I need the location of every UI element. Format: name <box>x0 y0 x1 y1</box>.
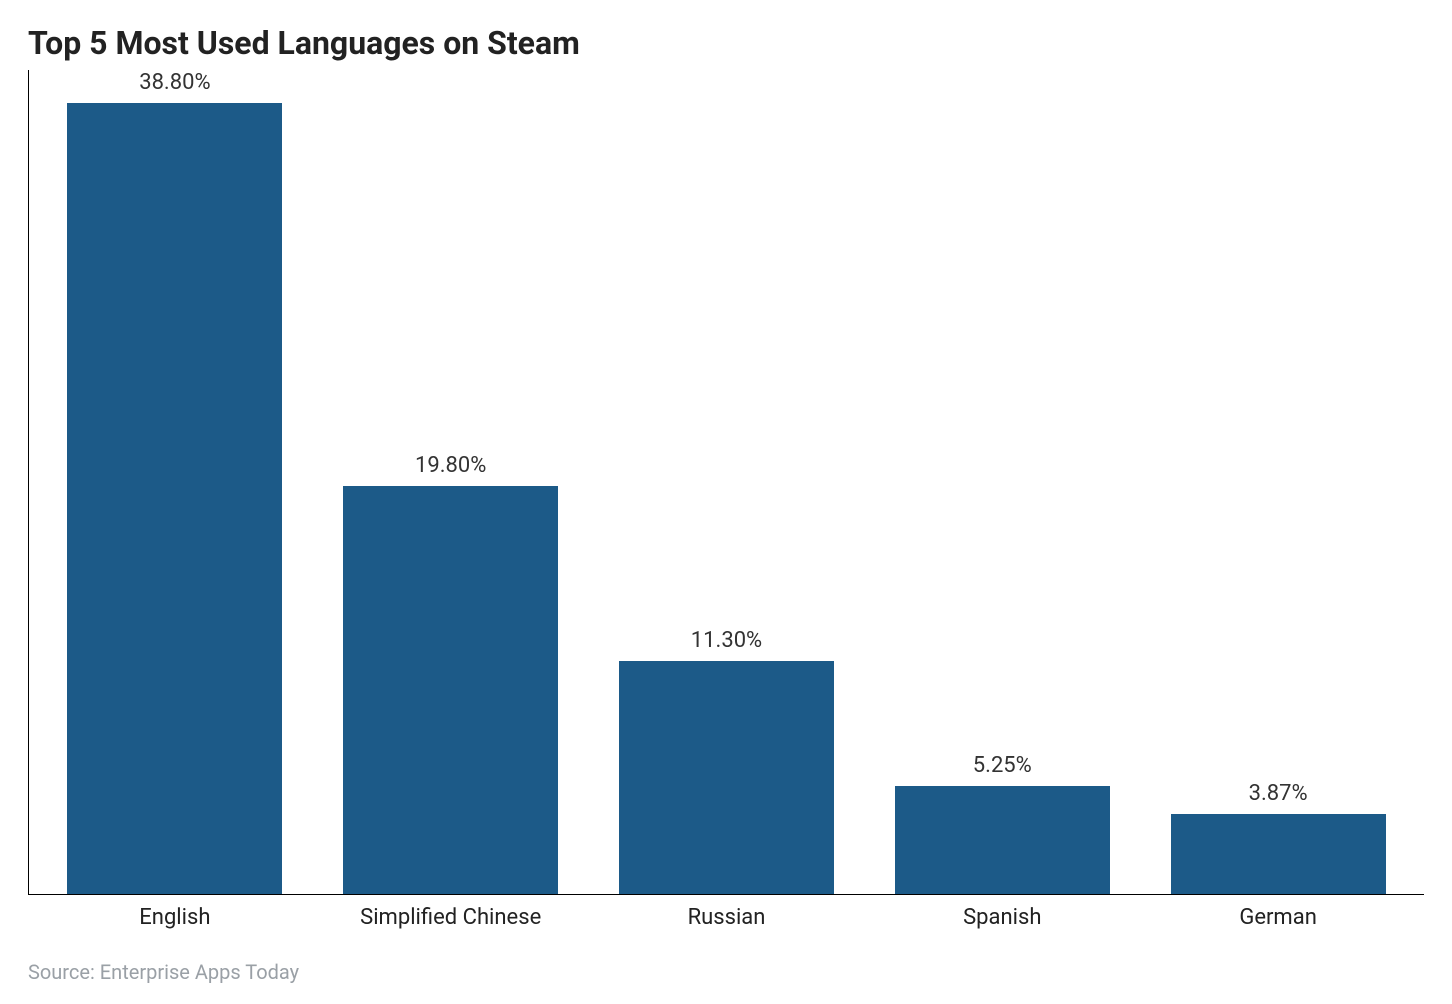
x-axis-label: Russian <box>589 905 865 930</box>
bar-value-label: 11.30% <box>691 628 762 653</box>
bars-row: 38.80% 19.80% 11.30% 5.25% 3.87% <box>28 70 1424 895</box>
bar-value-label: 5.25% <box>973 753 1032 778</box>
bar-column: 3.87% <box>1140 70 1416 894</box>
x-axis-label: Simplified Chinese <box>313 905 589 930</box>
bar-value-label: 19.80% <box>415 453 486 478</box>
bar-column: 5.25% <box>864 70 1140 894</box>
bar-rect <box>895 786 1110 894</box>
x-axis-label: Spanish <box>864 905 1140 930</box>
chart-title: Top 5 Most Used Languages on Steam <box>28 24 1424 62</box>
bar-value-label: 38.80% <box>139 70 210 95</box>
source-attribution: Source: Enterprise Apps Today <box>28 960 1424 984</box>
bar-column: 38.80% <box>37 70 313 894</box>
bar-column: 11.30% <box>589 70 865 894</box>
x-axis-label: German <box>1140 905 1416 930</box>
bar-rect <box>619 661 834 894</box>
x-axis-labels: EnglishSimplified ChineseRussianSpanishG… <box>29 895 1424 930</box>
bar-column: 19.80% <box>313 70 589 894</box>
bar-rect <box>1171 814 1386 894</box>
bar-rect <box>67 103 282 894</box>
x-axis-label: English <box>37 905 313 930</box>
bar-rect <box>343 486 558 894</box>
bar-value-label: 3.87% <box>1249 781 1308 806</box>
plot-area: 38.80% 19.80% 11.30% 5.25% 3.87% <box>28 70 1424 895</box>
chart-container: Top 5 Most Used Languages on Steam 38.80… <box>0 0 1452 1004</box>
